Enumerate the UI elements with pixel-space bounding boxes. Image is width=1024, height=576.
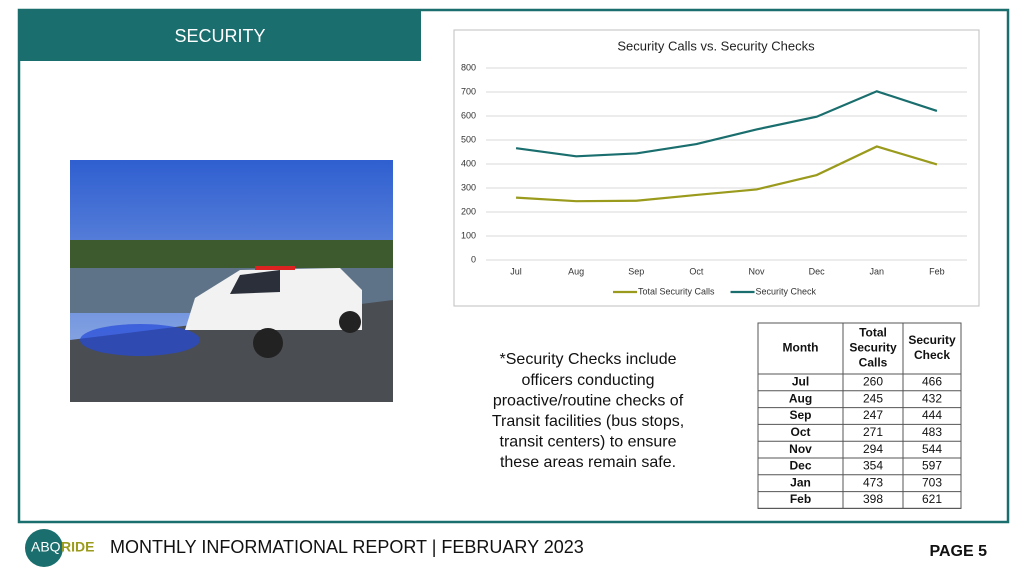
chart-title: Security Calls vs. Security Checks [617, 38, 815, 53]
series-line [515, 90, 938, 158]
table-header: Check [914, 348, 950, 362]
table-cell: Oct [790, 425, 810, 439]
series-line [515, 145, 938, 203]
table-cell: 466 [922, 375, 942, 389]
y-tick-label: 700 [461, 86, 476, 96]
table-cell: 597 [922, 459, 942, 473]
table-cell: 544 [922, 442, 942, 456]
note-line: transit centers) to ensure [500, 434, 677, 451]
y-tick-label: 300 [461, 182, 476, 192]
note: *Security Checks include officers conduct… [492, 351, 684, 471]
logo-right: RIDE [61, 539, 94, 555]
table-header: Security [849, 341, 897, 355]
y-tick-label: 200 [461, 206, 476, 216]
y-tick-label: 800 [461, 62, 476, 72]
table-cell: 483 [922, 425, 942, 439]
logo-left: ABQ [31, 539, 61, 555]
x-tick-label: Dec [809, 266, 826, 276]
y-tick-label: 0 [471, 254, 476, 264]
legend-label: Security Check [756, 286, 817, 296]
table-cell: Feb [790, 492, 811, 506]
table-cell: Dec [789, 459, 811, 473]
table-cell: 354 [863, 459, 883, 473]
table-cell: 432 [922, 391, 942, 405]
footer-text: MONTHLY INFORMATIONAL REPORT | FEBRUARY … [110, 537, 584, 557]
table-cell: Nov [789, 442, 812, 456]
x-tick-label: Jul [510, 266, 522, 276]
table-cell: Jan [790, 475, 811, 489]
note-line: officers conducting [521, 372, 654, 389]
frame [17, 8, 1010, 524]
table-cell: 621 [922, 492, 942, 506]
table-cell: 260 [863, 375, 883, 389]
table-cell: 271 [863, 425, 883, 439]
x-tick-label: Nov [749, 266, 766, 276]
table-cell: 247 [863, 408, 883, 422]
table-header: Security [908, 333, 956, 347]
table-cell: 444 [922, 408, 942, 422]
logo-circle [25, 529, 63, 567]
note-line: Transit facilities (bus stops, [492, 413, 684, 430]
note-line: *Security Checks include [500, 351, 677, 368]
x-tick-label: Aug [568, 266, 584, 276]
header-box [19, 10, 421, 61]
table-cell: 473 [863, 475, 883, 489]
table-cell: Jul [792, 375, 809, 389]
legend-label: Total Security Calls [638, 286, 715, 296]
page-number: PAGE 5 [930, 543, 988, 560]
note-line: these areas remain safe. [500, 454, 676, 471]
table-header: Month [783, 341, 819, 355]
table-cell: 294 [863, 442, 883, 456]
y-tick-label: 100 [461, 230, 476, 240]
table-header: Calls [859, 356, 888, 370]
y-tick-label: 400 [461, 158, 476, 168]
table-cell: 703 [922, 475, 942, 489]
x-tick-label: Sep [628, 266, 644, 276]
table-cell: Sep [789, 408, 811, 422]
header-title: SECURITY [174, 26, 265, 46]
chart-box [453, 29, 980, 307]
y-tick-label: 600 [461, 110, 476, 120]
x-tick-label: Jan [870, 266, 885, 276]
photo [70, 160, 393, 402]
table-cell: Aug [789, 391, 812, 405]
table-cell: 398 [863, 492, 883, 506]
y-tick-label: 500 [461, 134, 476, 144]
table-cell: 245 [863, 391, 883, 405]
x-tick-label: Feb [929, 266, 945, 276]
x-tick-label: Oct [689, 266, 704, 276]
table-header: Total [859, 326, 887, 340]
note-line: proactive/routine checks of [493, 392, 684, 409]
